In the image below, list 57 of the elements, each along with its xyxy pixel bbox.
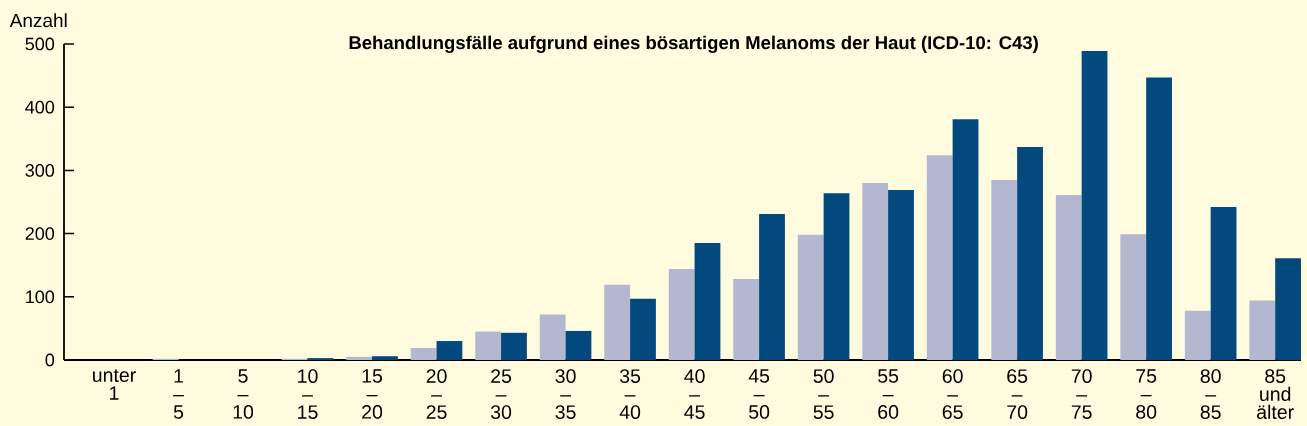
bar <box>1184 310 1211 360</box>
x-tick-label: 45 – 50 <box>748 369 770 419</box>
x-tick-label: 50 – 55 <box>813 369 834 420</box>
bar <box>862 183 889 360</box>
bar <box>436 341 463 360</box>
bar <box>1017 147 1043 360</box>
y-tick-label: 0 <box>45 353 55 367</box>
x-tick-label: 1 – 5 <box>173 369 184 419</box>
bar <box>797 234 824 360</box>
bar <box>733 279 760 360</box>
x-tick-label: 30 – 35 <box>555 369 576 420</box>
bar <box>1249 300 1276 360</box>
chart-title: Behandlungsfälle aufgrund eines bösartigen Melanoms der Haut (ICD-10: C43) <box>349 35 1038 53</box>
bar <box>823 193 850 360</box>
bar <box>565 330 592 360</box>
x-tick-label: 5 – 10 <box>233 369 254 419</box>
y-tick-label: 200 <box>25 227 55 240</box>
bar <box>1275 258 1301 360</box>
bar <box>539 314 566 360</box>
bar <box>668 268 695 360</box>
x-tick-label: 25 – 30 <box>490 369 512 420</box>
bar <box>1055 195 1082 360</box>
x-tick-label: 10 – 15 <box>298 369 318 420</box>
bar <box>952 119 979 360</box>
bar <box>501 332 527 360</box>
x-tick-label: 85 und älter <box>1257 369 1294 420</box>
y-tick-label: 400 <box>25 100 55 114</box>
bar <box>888 189 914 360</box>
bar <box>410 347 437 360</box>
bar <box>926 155 953 360</box>
x-tick-label: 20 – 25 <box>426 369 447 420</box>
x-tick-label: 75 – 80 <box>1136 369 1157 419</box>
x-tick-label: 55 – 60 <box>878 369 899 419</box>
x-tick-label: 70 – 75 <box>1071 369 1092 420</box>
x-tick-label: unter 1 <box>93 369 136 400</box>
bar <box>1210 207 1237 360</box>
y-tick-label: 500 <box>25 37 55 51</box>
bar <box>475 331 502 360</box>
bar <box>372 356 398 360</box>
x-tick-label: 80 – 85 <box>1200 369 1221 420</box>
bar <box>991 179 1018 360</box>
bar <box>346 356 373 360</box>
y-axis-title: Anzahl <box>9 13 67 28</box>
bar <box>694 243 721 360</box>
y-tick-label: 100 <box>26 290 55 304</box>
x-tick-label: 35 – 40 <box>619 369 641 420</box>
bar <box>1146 77 1172 360</box>
x-tick-label: 60 – 65 <box>942 369 963 420</box>
bar <box>1120 234 1147 360</box>
x-tick-label: 15 – 20 <box>362 369 383 419</box>
bar <box>1081 50 1108 360</box>
bar <box>630 298 656 360</box>
y-tick-label: 300 <box>25 164 55 177</box>
x-tick-label: 65 – 70 <box>1007 369 1028 420</box>
bar <box>759 214 785 360</box>
x-tick-label: 40 – 45 <box>684 369 705 420</box>
bar <box>604 284 631 360</box>
